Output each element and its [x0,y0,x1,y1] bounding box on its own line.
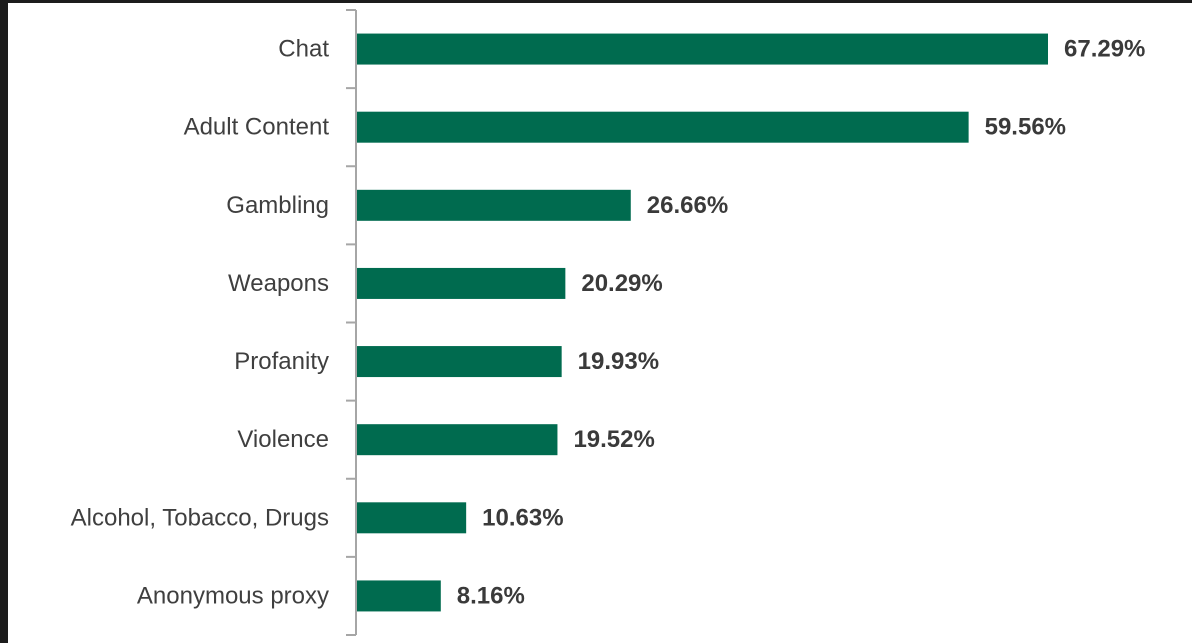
value-label-anonymous-proxy: 8.16% [457,582,525,609]
bar-profanity [357,346,562,378]
bar-gambling [357,189,631,221]
category-label-chat: Chat [278,36,329,63]
value-label-profanity: 19.93% [578,348,659,375]
category-label-anonymous-proxy: Anonymous proxy [137,582,329,609]
category-label-gambling: Gambling [226,192,329,219]
bars [357,33,1048,612]
value-label-weapons: 20.29% [581,270,662,297]
bar-violence [357,424,558,456]
category-label-adult-content: Adult Content [184,114,330,141]
category-label-profanity: Profanity [234,348,329,375]
category-label-weapons: Weapons [228,270,329,297]
value-label-violence: 19.52% [573,426,654,453]
category-labels: Chat Adult Content Gambling Weapons Profanit… [71,36,330,610]
bar-weapons [357,267,566,299]
category-label-violence: Violence [237,426,329,453]
value-label-adult-content: 59.56% [985,114,1066,141]
value-label-chat: 67.29% [1064,36,1145,63]
bar-alcohol-tobacco-drugs [357,502,467,534]
chart-panel [8,3,1192,643]
value-labels: 67.29% 59.56% 26.66% 20.29% 19.93% 19.52% 10.6… [457,36,1146,610]
axis-ticks [346,9,356,636]
bar-anonymous-proxy [357,580,441,612]
value-label-gambling: 26.66% [647,192,728,219]
bar-chat [357,33,1048,65]
bar-adult-content [357,111,969,143]
category-label-alcohol-tobacco-drugs: Alcohol, Tobacco, Drugs [71,504,329,531]
value-label-alcohol-tobacco-drugs: 10.63% [482,504,563,531]
